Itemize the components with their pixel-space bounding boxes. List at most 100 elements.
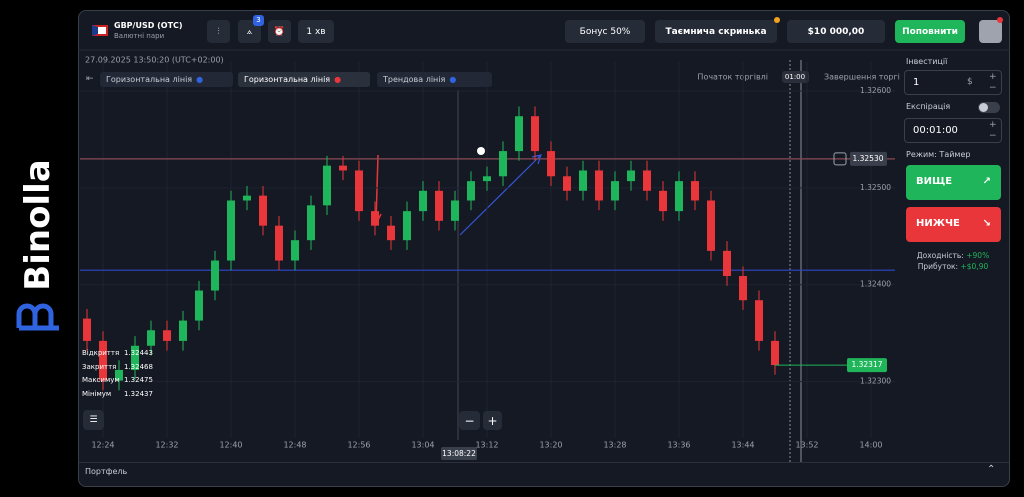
expiration-toggle[interactable] (978, 102, 1000, 113)
candle-body (291, 240, 299, 261)
deposit-button[interactable]: Поповнити (895, 20, 965, 43)
x-tick-label: 13:04 (411, 441, 434, 450)
up-button[interactable]: ВИЩЕ ↗ (906, 165, 1001, 200)
candle-body (355, 170, 363, 212)
x-tick-label: 13:20 (539, 441, 562, 450)
candle-body (563, 176, 571, 191)
down-button[interactable]: НИЖЧЕ ↘ (906, 207, 1001, 242)
candle-body (739, 276, 747, 301)
investment-label: Інвестиції (906, 57, 948, 66)
footer-divider (79, 462, 1009, 463)
mystery-box-button[interactable]: Таємнича скринька (655, 20, 777, 43)
candle-body (83, 318, 91, 341)
ohlc-label: Мінімум (82, 390, 112, 399)
zoom-in[interactable]: + (483, 411, 502, 430)
candle-body (499, 151, 507, 177)
investment-input[interactable]: 1 $ + − (904, 70, 1002, 95)
pair-selector[interactable]: GBP/USD (OTC) Валютні пари (86, 18, 198, 44)
profit-label: Прибуток: (917, 262, 959, 271)
portfolio-toggle[interactable]: ⌃ (987, 464, 996, 475)
expiration-input[interactable]: 00:01:00 + − (904, 118, 1002, 143)
alerts-badge: 3 (253, 15, 264, 26)
x-tick-label: 13:52 (795, 441, 818, 450)
settings-button[interactable]: ☰ (83, 410, 104, 430)
zoom-out[interactable]: − (459, 411, 480, 430)
trade-start: Початок торгівлі (697, 73, 768, 82)
candle-body (435, 190, 443, 221)
candle-body (339, 165, 347, 171)
ohlc-row: Мінімум 1.32437 (82, 390, 162, 404)
drawing-chip[interactable]: Горизонтальна лінія ● (100, 72, 233, 87)
ohlc-label: Максимум (82, 376, 120, 385)
timeframe[interactable]: 1 хв (298, 20, 334, 43)
pair-sub: Валютні пари (114, 32, 165, 40)
drawing-handle (477, 147, 485, 155)
ohlc-value: 1.32475 (124, 376, 153, 385)
candle-body (483, 176, 491, 182)
flag (92, 25, 108, 36)
ohlc-label: Закриття (82, 362, 117, 371)
profit-row: Прибуток: +$0,90 (904, 262, 1002, 271)
chips-toggle[interactable]: ⇤ (86, 74, 94, 84)
balance[interactable]: $10 000,00 (787, 20, 885, 43)
ohlc-row: Відкриття 1.32443 (82, 349, 162, 363)
candle-body (131, 345, 139, 370)
candle-body (451, 200, 459, 221)
x-tick-label: 13:12 (475, 441, 498, 450)
candle-body (195, 290, 203, 321)
ohlc-row: Закриття 1.32468 (82, 363, 162, 377)
crosshair-tag (441, 447, 477, 460)
stepper[interactable]: + − (989, 120, 997, 141)
chip-dot: ● (449, 75, 457, 84)
x-tick-label: 12:32 (155, 441, 178, 450)
drawing-chip[interactable]: Горизонтальна лінія ● (238, 72, 370, 87)
avatar[interactable] (979, 20, 1002, 43)
brand: Binolla (6, 150, 70, 331)
portfolio[interactable]: Портфель (85, 467, 128, 476)
y-tick-label: 1.32400 (860, 280, 891, 289)
candle-body (595, 170, 603, 201)
chip-dot: ● (334, 75, 342, 84)
y-tick-label: 1.32300 (860, 377, 891, 386)
candle-body (643, 170, 651, 191)
y-tick-label: 1.32600 (860, 86, 891, 95)
expiration: 00:01:00 (913, 125, 958, 136)
candle-body (467, 181, 475, 201)
ohlc-panel: Відкриття 1.32443 Закриття 1.32468 Максимум 1… (82, 349, 162, 404)
drawing-chip[interactable]: Трендова лінія ● (377, 72, 492, 87)
candle-body (227, 200, 235, 261)
arrow-drawing (375, 154, 379, 223)
trend-line (459, 155, 541, 236)
y-tick-label: 1.32500 (860, 183, 891, 192)
timer: 01:00 (785, 73, 805, 81)
yield-label: Доходність: (916, 251, 964, 260)
price-tag-label: 1.32530 (852, 154, 883, 163)
notice-dot (774, 17, 780, 23)
current-price-label: 1.32317 (851, 360, 882, 369)
candle-body (323, 165, 331, 206)
up-icon: ↗ (982, 176, 991, 187)
candle-body (515, 116, 523, 152)
timer-box (782, 71, 809, 83)
down-icon: ↘ (982, 218, 991, 229)
down-label: НИЖЧЕ (916, 218, 960, 229)
currency: $ (967, 77, 973, 87)
chip-label: Трендова лінія (383, 75, 446, 84)
pair: GBP/USD (OTC) (114, 21, 183, 30)
candle-body (403, 211, 411, 241)
price-tag (850, 151, 887, 166)
yield: +90% (966, 251, 990, 260)
candle-body (723, 250, 731, 277)
bonus-button[interactable]: Бонус 50% (565, 20, 645, 43)
candle-body (99, 340, 107, 381)
trade-end: Завершення торгі (824, 73, 900, 82)
candle-body (115, 369, 123, 381)
alarm-button[interactable]: ⏰ (268, 20, 291, 43)
candle-body (307, 205, 315, 241)
stepper[interactable]: + − (989, 72, 997, 93)
candle-body (419, 190, 427, 212)
candle-body (211, 260, 219, 291)
indicators-button[interactable]: ⫶ (207, 20, 230, 43)
candle-body (707, 200, 715, 251)
